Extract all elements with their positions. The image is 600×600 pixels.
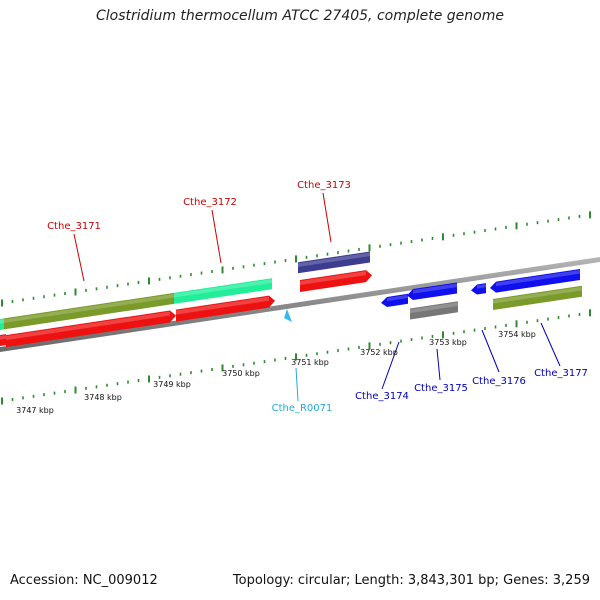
gene-callout-cthe-3175[interactable]: Cthe_3175	[414, 348, 468, 394]
callout-line	[73, 233, 85, 282]
scale-label: 3748 kbp	[84, 393, 122, 402]
gene-label: Cthe_3171	[47, 221, 101, 232]
gene-callout-cthe-3173[interactable]: Cthe_3173	[297, 180, 351, 243]
gene-block-cthe-3173	[298, 251, 370, 274]
feature-track	[0, 251, 582, 348]
cds-arrow-cthe-3172	[176, 295, 275, 322]
cds-arrow-cthe-3175	[407, 282, 457, 301]
callout-line	[381, 341, 400, 390]
gene-label: Cthe_3177	[534, 368, 588, 379]
callout-line	[322, 192, 332, 243]
gene-label: Cthe_3176	[472, 376, 526, 387]
cds-arrow-cthe-3176	[471, 283, 486, 295]
callout-line	[211, 209, 222, 264]
scale-label: 3750 kbp	[222, 369, 260, 378]
gene-callout-cthe-3174[interactable]: Cthe_3174	[355, 341, 409, 402]
cds-arrow-cthe-3174	[381, 293, 408, 307]
rna-marker-cthe-r0071	[284, 309, 292, 322]
gene-callout-cthe-3177[interactable]: Cthe_3177	[534, 322, 588, 379]
gene-callout-cthe-3171[interactable]: Cthe_3171	[47, 221, 101, 282]
gene-label: Cthe_3172	[183, 197, 237, 208]
gene-block-cthe-3175	[410, 301, 458, 320]
gene-label: Cthe_3174	[355, 391, 409, 402]
cds-arrow-edge	[0, 334, 6, 346]
scale-label: 3751 kbp	[291, 358, 329, 367]
callout-line	[540, 322, 561, 367]
scale-labels: 3747 kbp 3748 kbp 3749 kbp 3750 kbp 3751 kbp…	[16, 330, 536, 415]
cds-arrow-cthe-3171	[6, 310, 176, 348]
callout-line	[481, 329, 500, 373]
callout-line	[436, 348, 441, 381]
scale-label: 3753 kbp	[429, 338, 467, 347]
gene-label: Cthe_3175	[414, 383, 468, 394]
cds-arrow-cthe-3173	[300, 270, 372, 292]
scale-label: 3752 kbp	[360, 348, 398, 357]
map-title: Clostridium thermocellum ATCC 27405, com…	[96, 8, 504, 24]
genome-backbone	[0, 256, 600, 353]
gene-callout-cthe-3176[interactable]: Cthe_3176	[472, 329, 526, 387]
scale-label: 3747 kbp	[16, 406, 54, 415]
gene-block-cthe-3177	[493, 285, 582, 311]
callout-line	[295, 367, 299, 402]
scale-label: 3749 kbp	[153, 380, 191, 389]
gene-callouts: Cthe_3171 Cthe_3172 Cthe_3173 Cthe_R0071 Cth…	[47, 180, 588, 414]
cds-arrow-cthe-3177	[490, 269, 580, 293]
gene-label: Cthe_3173	[297, 180, 351, 191]
gene-block-cthe-3172	[174, 278, 272, 304]
gene-callout-cthe-3172[interactable]: Cthe_3172	[183, 197, 237, 264]
topology-text: Topology: circular; Length: 3,843,301 bp…	[232, 573, 590, 588]
accession-text: Accession: NC_009012	[10, 573, 158, 588]
gene-label: Cthe_R0071	[272, 403, 333, 414]
scale-label: 3754 kbp	[498, 330, 536, 339]
forward-tick-row	[1, 211, 591, 307]
gene-block-cthe-3171	[4, 292, 174, 330]
gene-callout-cthe-r0071[interactable]: Cthe_R0071	[272, 367, 333, 414]
reverse-tick-row	[1, 309, 591, 405]
gene-block-edge	[0, 318, 4, 330]
